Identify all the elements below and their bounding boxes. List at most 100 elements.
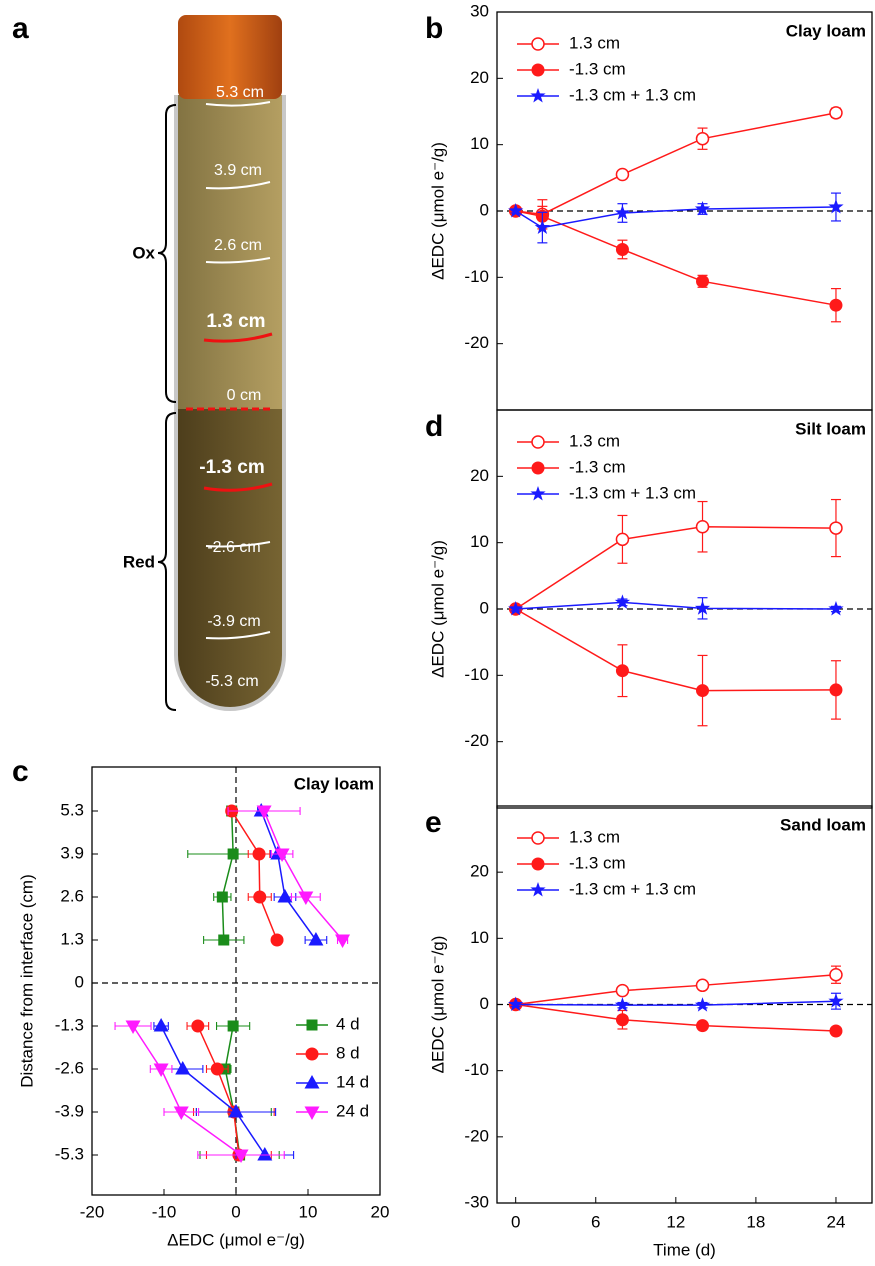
panel-label: d [425,410,443,443]
marker [227,1020,239,1032]
legend-label: -1.3 cm + 1.3 cm [569,85,696,104]
marker [695,978,710,993]
x-tick-label: 20 [371,1202,390,1221]
legend-marker [531,435,545,449]
marker [829,106,843,120]
legend-marker [305,1047,319,1061]
legend-marker [531,63,545,77]
marker [615,532,630,547]
y-axis-label: ΔEDC (μmol e⁻/g) [428,142,447,280]
legend-label: 14 d [336,1072,369,1091]
legend-marker [531,831,545,845]
chart-title: Clay loam [786,21,866,40]
panel-label: b [425,12,443,45]
series-line [197,810,278,1156]
marker [153,1018,169,1032]
series-line [515,525,836,610]
legend-marker [531,37,545,51]
tube-glass [174,95,286,711]
legend-label: -1.3 cm [569,853,626,872]
legend-label: 24 d [336,1101,369,1120]
tube-cap [178,15,282,99]
y-tick-label: 20 [470,862,489,881]
marker [828,993,844,1008]
tube-diagram: a 5.3 cm 3.9 cm 2.6 cm 1.3 cm 0 cm -1.3 … [12,12,286,711]
depth-label: -3.9 cm [207,613,260,630]
y-axis-label: Distance from interface (cm) [17,874,36,1088]
marker [694,201,711,216]
marker [508,203,524,218]
y-tick-label: 0 [480,200,489,219]
marker [125,1020,141,1034]
y-tick-label: 5.3 [60,800,84,819]
x-tick-label: -10 [152,1202,177,1221]
zone-brace [157,104,177,403]
depth-label: 3.9 cm [214,162,262,179]
legend-label: 8 d [336,1043,360,1062]
y-tick-label: 0 [480,598,489,617]
marker [256,805,272,819]
marker [615,664,629,678]
y-tick-label: 10 [470,928,489,947]
marker [298,891,314,905]
y-tick-label: -20 [464,731,489,750]
marker [274,848,290,862]
x-tick-label: 0 [511,1212,520,1231]
y-tick-label: 1.3 [60,929,84,948]
y-tick-label: 2.6 [60,886,84,905]
marker [696,274,710,288]
marker [508,601,524,616]
marker [695,131,710,146]
legend-marker [530,88,546,103]
marker [233,1149,249,1163]
marker [829,521,843,535]
marker [695,519,710,534]
marker [253,890,267,904]
legend-marker [530,882,546,897]
panel-label: c [12,755,29,788]
depth-label: 5.3 cm [216,84,264,101]
y-tick-label: 20 [470,466,489,485]
legend-label: 1.3 cm [569,827,620,846]
depth-label: -5.3 cm [205,673,258,690]
x-tick-label: 6 [591,1212,600,1231]
chart-title: Silt loam [795,419,866,438]
x-tick-label: 10 [299,1202,318,1221]
marker [829,967,843,982]
marker [615,242,629,256]
x-tick-label: 0 [231,1202,240,1221]
y-tick-label: -10 [464,267,489,286]
y-tick-label: 10 [470,532,489,551]
tube-body [176,95,284,709]
marker [694,600,711,615]
zone-label: Ox [132,243,155,262]
depth-label: 0 cm [227,387,262,404]
y-tick-label: 10 [470,134,489,153]
y-tick-label: -5.3 [55,1144,84,1163]
y-tick-label: -10 [464,665,489,684]
marker [829,1024,843,1038]
series-line [515,1003,836,1032]
y-tick-label: 0 [480,994,489,1013]
legend-label: 1.3 cm [569,33,620,52]
marker [270,933,284,947]
series-line [515,601,836,610]
legend-label: 1.3 cm [569,431,620,450]
legend-marker [531,461,545,475]
panel-label: e [425,806,442,839]
y-axis-label: ΔEDC (μmol e⁻/g) [428,540,447,678]
plot-frame [496,11,873,411]
marker [694,997,711,1012]
x-axis-label: Time (d) [653,1240,716,1259]
marker [828,601,844,616]
y-tick-label: -30 [464,1192,489,1211]
marker [191,1019,205,1033]
series-line [515,112,837,216]
series-line [132,810,344,1156]
highlight-mark [203,482,273,492]
marker [614,204,631,220]
legend-marker [306,1019,318,1031]
depth-label: 2.6 cm [214,237,262,254]
legend-label: 4 d [336,1014,360,1033]
